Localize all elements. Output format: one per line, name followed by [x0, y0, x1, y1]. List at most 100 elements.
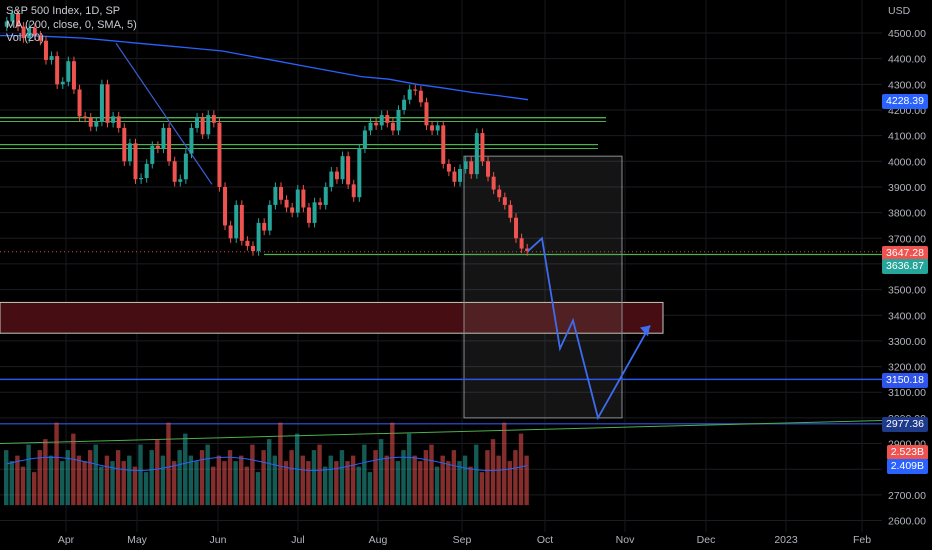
legend-symbol[interactable]: S&P 500 Index, 1D, SP	[6, 5, 121, 17]
candle-body	[256, 222, 261, 252]
volume-bar	[138, 444, 143, 506]
volume-bar	[418, 461, 423, 506]
volume-bar	[15, 455, 20, 506]
legend-ma[interactable]: MA (200, close, 0, SMA, 5)	[6, 18, 137, 31]
volume-bar	[289, 450, 294, 506]
candle-body	[519, 238, 524, 249]
volume-bar	[194, 461, 199, 506]
volume-bar	[395, 461, 401, 506]
volume-bar	[43, 439, 48, 506]
candle-body	[306, 207, 311, 223]
candle-body	[385, 115, 390, 123]
volume-bar	[401, 450, 406, 506]
volume-bar	[76, 455, 82, 506]
volume-bar	[205, 444, 210, 506]
candle-body	[15, 13, 20, 27]
volume-bar	[155, 439, 160, 506]
volume-bar	[4, 450, 9, 506]
candle-body	[77, 89, 82, 117]
candle-body	[55, 56, 60, 85]
volume-bar	[26, 444, 31, 506]
volume-bar	[177, 450, 182, 506]
candle-body	[323, 186, 328, 205]
candle-body	[262, 222, 267, 231]
volume-bar	[54, 422, 59, 506]
volume-bar	[300, 455, 305, 506]
candle-body	[195, 117, 200, 128]
projection-arrowhead	[640, 325, 650, 337]
candle-body	[99, 84, 104, 122]
price-badge: 2.409B	[886, 459, 928, 474]
candle-body	[318, 202, 323, 205]
candle-body	[458, 168, 463, 182]
volume-bar	[434, 466, 440, 506]
candle-body	[245, 240, 250, 246]
volume-bar	[384, 455, 389, 506]
candle-body	[413, 89, 418, 91]
volume-bar	[502, 422, 507, 506]
candle-body	[32, 27, 37, 36]
volume-bar	[171, 461, 177, 506]
volume-bar	[524, 455, 529, 506]
candle-body	[10, 13, 15, 22]
volume-bar	[132, 466, 138, 506]
volume-bar	[283, 461, 289, 506]
long-trendline	[0, 419, 883, 445]
candle-body	[83, 116, 88, 118]
volume-bar	[99, 466, 104, 506]
candle-body	[278, 186, 283, 200]
x-tick-label: Apr	[58, 534, 75, 546]
volume-bar	[216, 455, 222, 506]
candle-body	[211, 115, 216, 123]
price-badge: 4228.39	[882, 94, 928, 109]
volume-bar	[390, 422, 395, 506]
volume-bar	[496, 455, 501, 506]
volume-bar	[227, 450, 233, 506]
volume-bar	[9, 461, 14, 506]
volume-bar	[362, 444, 367, 506]
candle-body	[4, 21, 9, 27]
candle-body	[183, 153, 188, 180]
volume-bar	[306, 461, 311, 506]
volume-bar	[222, 461, 227, 506]
candle-body	[88, 117, 93, 127]
x-tick-label: Nov	[616, 534, 635, 546]
volume-bar	[166, 422, 171, 506]
volume-bar	[474, 444, 479, 506]
volume-bar	[328, 455, 333, 506]
volume-bar	[255, 472, 261, 506]
candle-body	[38, 35, 43, 41]
volume-bar	[149, 450, 154, 506]
volume-bar	[429, 444, 434, 506]
volume-bar	[233, 461, 238, 506]
price-badge: 3636.87	[882, 259, 928, 274]
x-tick-label: Jul	[291, 534, 304, 546]
y-tick-label: 4500.00	[888, 28, 926, 40]
candle-body	[474, 133, 479, 175]
volume-bar	[87, 450, 93, 506]
y-tick-label: 4300.00	[888, 79, 926, 91]
volume-bar	[440, 455, 445, 506]
candle-body	[155, 145, 160, 149]
y-tick-label: 2700.00	[888, 490, 926, 502]
candle-body	[486, 161, 491, 177]
candle-body	[206, 115, 211, 135]
legend-volume[interactable]: Vol (20)	[6, 32, 44, 44]
candle-body	[66, 61, 71, 82]
volume-bar	[350, 455, 356, 506]
candle-body	[525, 248, 530, 252]
x-tick-label: Oct	[537, 534, 553, 546]
candle-body	[452, 171, 457, 182]
volume-bar	[82, 461, 87, 506]
volume-bar	[272, 455, 277, 506]
candle-body	[239, 204, 244, 241]
y-tick-label: 3300.00	[888, 336, 926, 348]
volume-bar	[446, 461, 451, 506]
candle-body	[340, 156, 345, 180]
candle-body	[514, 217, 519, 239]
candle-body	[463, 161, 468, 169]
volume-bar	[462, 455, 468, 506]
volume-bar	[104, 455, 110, 506]
